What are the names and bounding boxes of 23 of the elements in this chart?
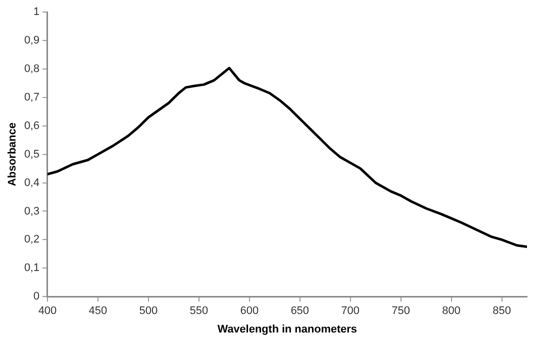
y-tick-label: 0,9 xyxy=(24,34,40,46)
x-tick-label: 600 xyxy=(240,305,259,318)
y-axis-title: Absorbance xyxy=(6,122,19,186)
y-tick-label: 1 xyxy=(33,6,40,18)
x-tick-label: 800 xyxy=(442,305,460,318)
x-tick-label: 450 xyxy=(88,305,108,318)
y-tick-label: 0,8 xyxy=(24,62,40,75)
x-tick-label: 700 xyxy=(341,305,360,318)
x-tick-label: 550 xyxy=(190,305,208,318)
x-tick-label: 500 xyxy=(139,305,158,318)
x-tick-label: 850 xyxy=(492,305,511,318)
y-tick-label: 0,6 xyxy=(24,120,40,132)
x-tick-label: 400 xyxy=(38,305,57,318)
y-tick-label: 0,3 xyxy=(24,205,40,218)
x-axis-title: Wavelength in nanometers xyxy=(217,323,358,336)
y-tick-label: 0,1 xyxy=(24,262,40,274)
x-tick-label: 650 xyxy=(290,305,310,318)
y-tick-label: 0,7 xyxy=(24,91,40,104)
y-tick-label: 0 xyxy=(33,290,40,303)
y-tick-label: 0,5 xyxy=(24,148,40,160)
y-tick-label: 0,2 xyxy=(24,234,40,246)
x-tick-label: 750 xyxy=(392,305,410,318)
y-tick-label: 0,4 xyxy=(24,176,40,189)
